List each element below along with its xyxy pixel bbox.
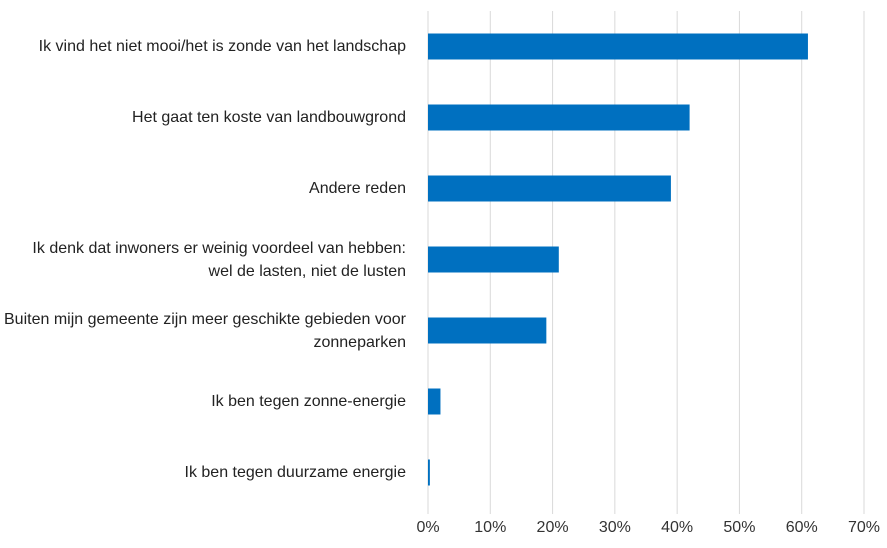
bar	[428, 317, 547, 344]
x-tick-label: 10%	[474, 519, 506, 536]
bar	[428, 459, 430, 486]
bar	[428, 388, 441, 415]
x-tick-label: 30%	[599, 519, 631, 536]
category-label: Andere reden	[309, 180, 406, 197]
bar	[428, 33, 808, 60]
category-label: Ik ben tegen zonne-energie	[211, 393, 406, 410]
x-tick-label: 60%	[786, 519, 818, 536]
category-label: Ik denk dat inwoners er weinig voordeel …	[32, 239, 406, 280]
bar	[428, 175, 671, 202]
x-tick-label: 70%	[848, 519, 880, 536]
x-tick-label: 50%	[723, 519, 755, 536]
category-label: Ik vind het niet mooi/het is zonde van h…	[38, 38, 406, 55]
x-tick-label: 20%	[537, 519, 569, 536]
category-label: Het gaat ten koste van landbouwgrond	[132, 109, 406, 126]
bar	[428, 104, 690, 131]
category-label: Buiten mijn gemeente zijn meer geschikte…	[4, 310, 407, 351]
x-tick-label: 40%	[661, 519, 693, 536]
category-label: Ik ben tegen duurzame energie	[184, 464, 406, 481]
x-tick-label: 0%	[416, 519, 439, 536]
bar	[428, 246, 559, 273]
